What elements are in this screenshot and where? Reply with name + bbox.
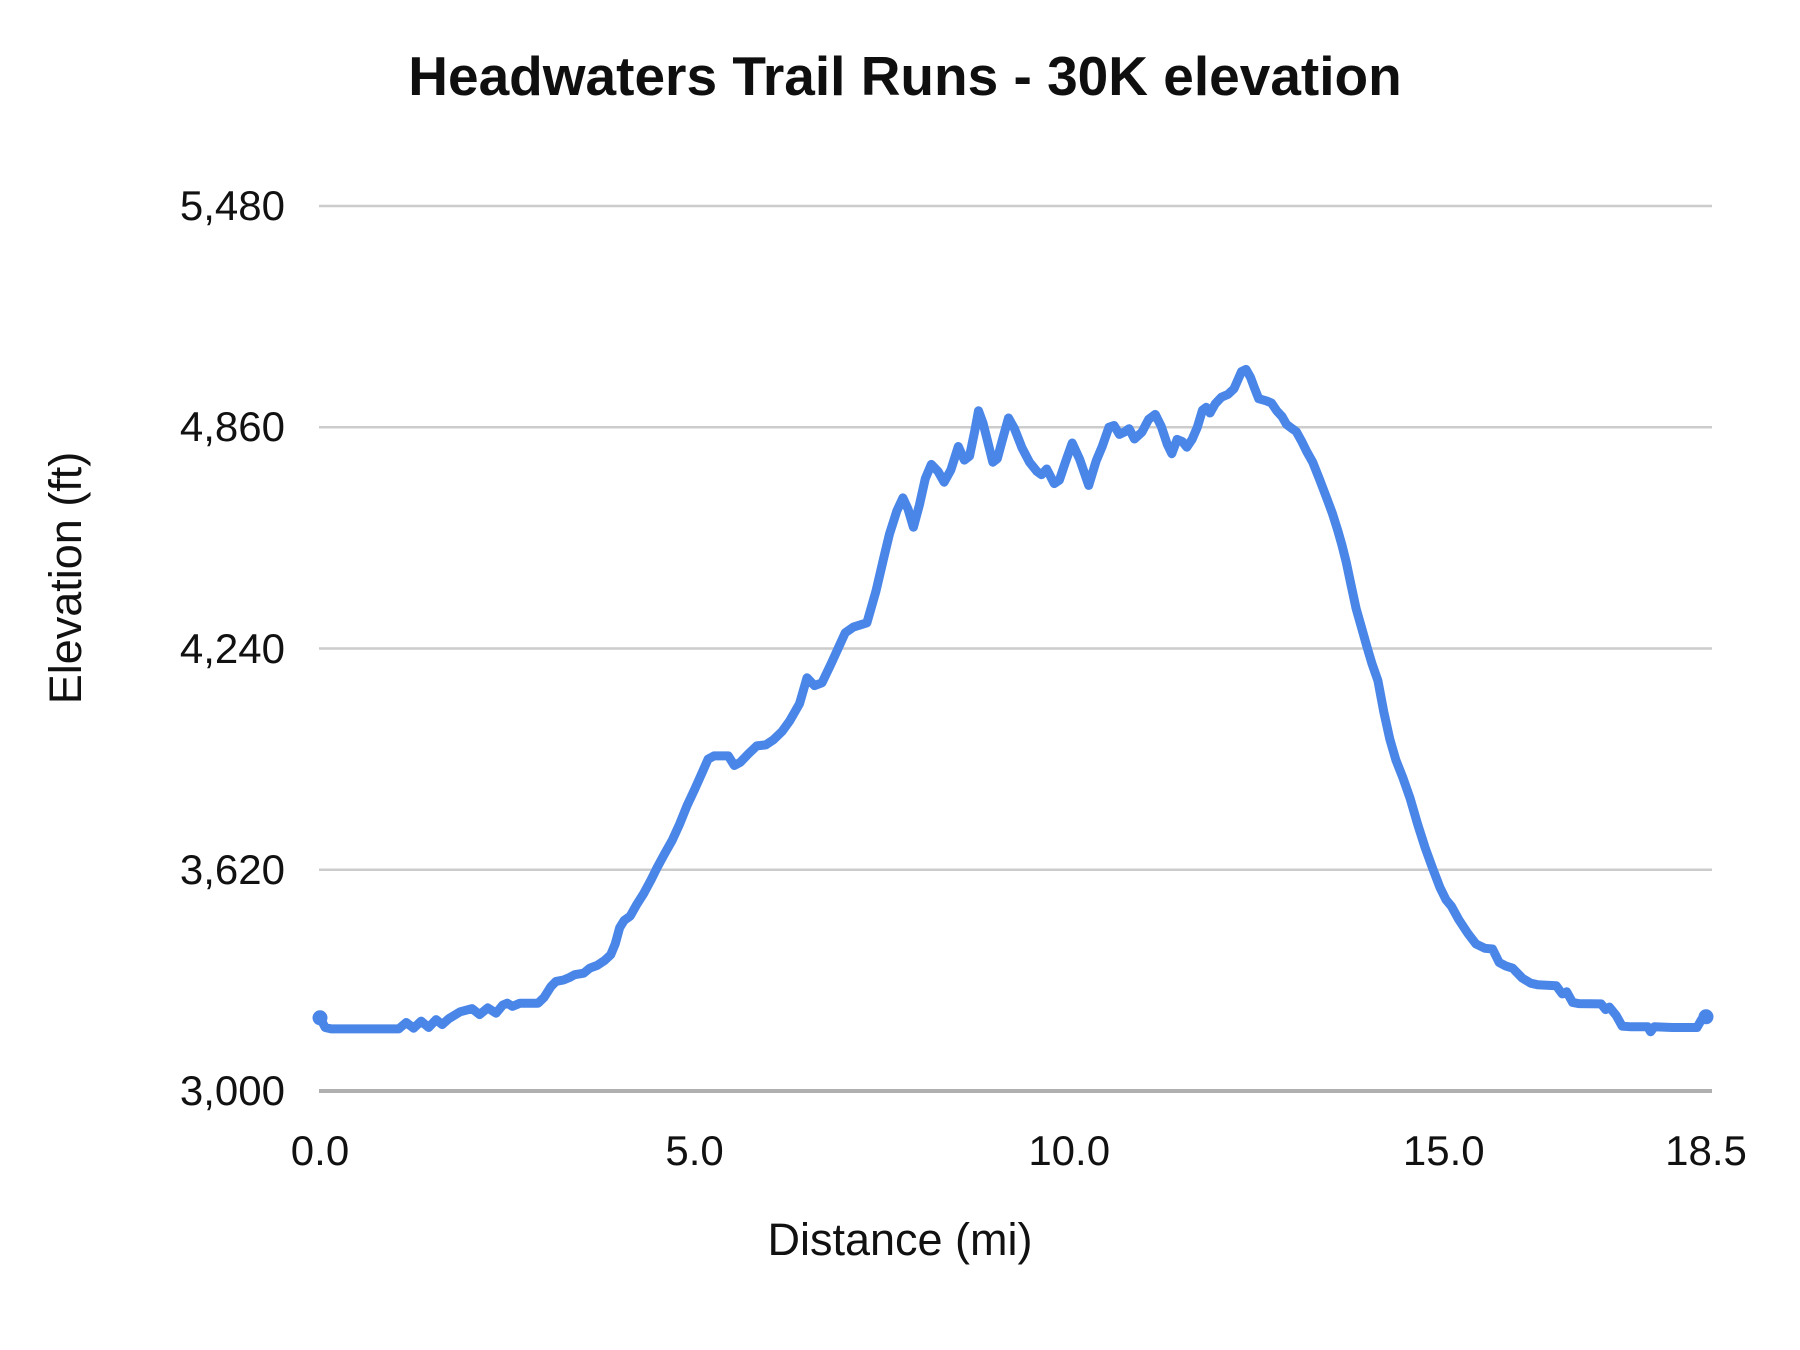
chart-title: Headwaters Trail Runs - 30K elevation (408, 45, 1402, 107)
elevation-line-series (312, 364, 1714, 1037)
y-tick-label: 5,480 (179, 182, 285, 229)
line-endpoint-dot (1698, 1009, 1714, 1025)
y-tick-label: 4,240 (179, 624, 285, 672)
gridlines (319, 204, 1712, 1093)
x-tick-label: 5.0 (665, 1127, 724, 1174)
x-tick-label: 10.0 (1028, 1127, 1111, 1174)
y-axis-title: Elevation (ft) (40, 451, 91, 705)
x-tick-label: 15.0 (1402, 1127, 1485, 1174)
y-tick-label: 3,620 (179, 845, 285, 893)
x-tick-label: 18.5 (1665, 1127, 1747, 1174)
x-axis-title: Distance (mi) (767, 1214, 1033, 1265)
y-tick-label: 4,860 (179, 403, 285, 451)
y-tick-label: 3,000 (179, 1067, 285, 1114)
x-tick-label: 0.0 (290, 1127, 350, 1174)
line-endpoint-dot (312, 1010, 328, 1026)
elevation-line (315, 364, 1711, 1037)
